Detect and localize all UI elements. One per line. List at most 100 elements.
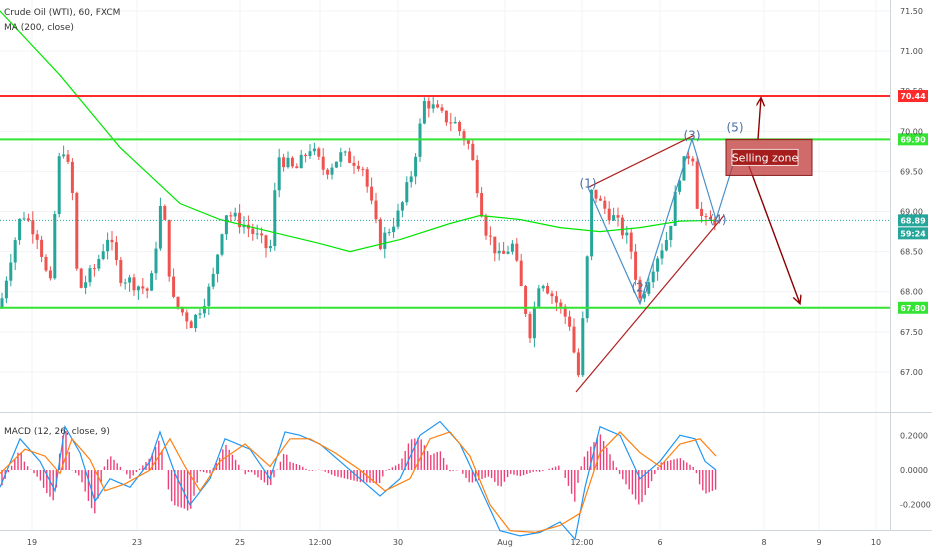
macd-axis[interactable]: 0.2000 0.0000 -0.2000 (900, 431, 931, 509)
candle-body (616, 215, 620, 218)
candle-body (229, 215, 233, 217)
candle-body (88, 268, 92, 283)
candle-body (339, 152, 343, 162)
candle-body (594, 189, 598, 199)
candle-body (440, 107, 444, 111)
candle-body (502, 250, 506, 254)
time-tick-label: 30 (393, 538, 403, 547)
candle-body (524, 286, 528, 314)
time-tick-label: 19 (27, 538, 37, 547)
candle-body (211, 273, 215, 287)
candle-body (251, 228, 255, 235)
candle-body (62, 154, 66, 157)
candle-body (260, 233, 264, 236)
candle-body (576, 352, 580, 376)
candle-body (528, 313, 532, 339)
candlestick-series (0, 95, 717, 378)
candle-body (242, 224, 246, 228)
candle-body (590, 189, 594, 257)
candle-body (158, 205, 162, 249)
candle-body (282, 157, 286, 168)
candle-body (374, 200, 378, 220)
candle-body (189, 321, 193, 329)
candle-body (238, 212, 242, 228)
selling-zone-label-bg (731, 148, 799, 166)
candle-body (409, 176, 413, 183)
candle-body (660, 250, 664, 259)
candle-body (185, 312, 189, 322)
candle-body (519, 260, 523, 287)
countdown-tag-text: 59:24 (900, 229, 926, 238)
candle-body (321, 156, 325, 170)
candle-body (128, 277, 132, 283)
candle-body (581, 318, 585, 376)
candle-body (92, 268, 96, 270)
candle-body (673, 191, 677, 226)
candle-body (691, 158, 695, 162)
candle-body (612, 215, 616, 221)
candle-body (695, 161, 699, 209)
candle-body (686, 156, 690, 159)
candle-body (546, 285, 550, 294)
candle-body (493, 236, 497, 254)
candle-body (541, 285, 545, 289)
candle-body (44, 256, 48, 271)
candle-body (163, 205, 167, 220)
candle-body (704, 216, 708, 218)
candle-body (678, 180, 682, 192)
candle-body (4, 280, 8, 299)
wave-label: (3) (684, 128, 701, 142)
candle-body (0, 298, 4, 308)
candle-body (295, 166, 299, 169)
candle-body (361, 168, 365, 170)
ma-legend[interactable]: MA (200, close) (4, 23, 74, 33)
time-tick-label: 10 (871, 538, 881, 547)
candle-body (26, 218, 30, 221)
candle-body (585, 256, 589, 319)
candle-body (651, 271, 655, 283)
candle-body (449, 122, 453, 124)
candle-body (220, 234, 224, 255)
selling-zone-label: Selling zone (732, 151, 799, 164)
wave-label: (2) (632, 281, 649, 295)
level-tag-text: 69.90 (900, 135, 926, 144)
candle-body (123, 282, 127, 284)
macd-legend[interactable]: MACD (12, 26, close, 9) (4, 427, 110, 437)
candle-body (9, 262, 13, 281)
candle-body (554, 296, 558, 303)
candle-body (172, 276, 176, 297)
symbol-title[interactable]: Crude Oil (WTI), 60, FXCM (4, 8, 120, 18)
time-axis[interactable]: 19 23 25 12:00 30 Aug 12:00 6 8 9 10 (27, 538, 881, 547)
candle-body (471, 143, 475, 161)
candle-body (458, 121, 462, 132)
candle-body (84, 282, 88, 288)
candle-body (620, 217, 624, 236)
time-tick-label: 9 (816, 538, 821, 547)
candle-body (563, 306, 567, 317)
candle-body (532, 306, 536, 339)
candle-body (642, 293, 646, 299)
wedge-upper-line (587, 134, 695, 188)
price-tick-label: 69.50 (900, 167, 923, 176)
candle-body (444, 110, 448, 123)
price-tick-label: 67.00 (900, 368, 923, 377)
candle-body (13, 240, 17, 263)
candle-body (75, 192, 79, 269)
candle-body (510, 243, 514, 252)
time-tick-label: 25 (235, 538, 245, 547)
candle-body (431, 104, 435, 109)
candle-body (422, 100, 426, 124)
candle-body (198, 313, 202, 315)
candle-body (233, 212, 237, 217)
candle-body (141, 286, 145, 289)
candle-body (365, 169, 369, 187)
wave-label: (1) (580, 176, 597, 190)
price-tick-label: 71.50 (900, 7, 923, 16)
candle-body (207, 286, 211, 307)
ma-200-line (0, 10, 717, 253)
candle-body (427, 100, 431, 109)
candle-body (383, 232, 387, 249)
candle-body (550, 293, 554, 297)
candle-body (497, 250, 501, 254)
